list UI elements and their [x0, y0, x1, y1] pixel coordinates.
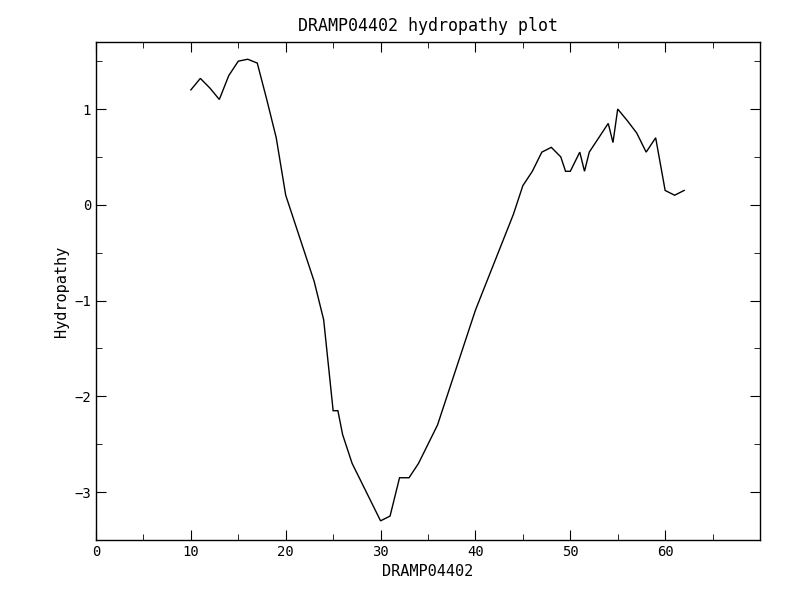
- Y-axis label: Hydropathy: Hydropathy: [54, 245, 69, 337]
- X-axis label: DRAMP04402: DRAMP04402: [382, 565, 474, 580]
- Title: DRAMP04402 hydropathy plot: DRAMP04402 hydropathy plot: [298, 17, 558, 35]
